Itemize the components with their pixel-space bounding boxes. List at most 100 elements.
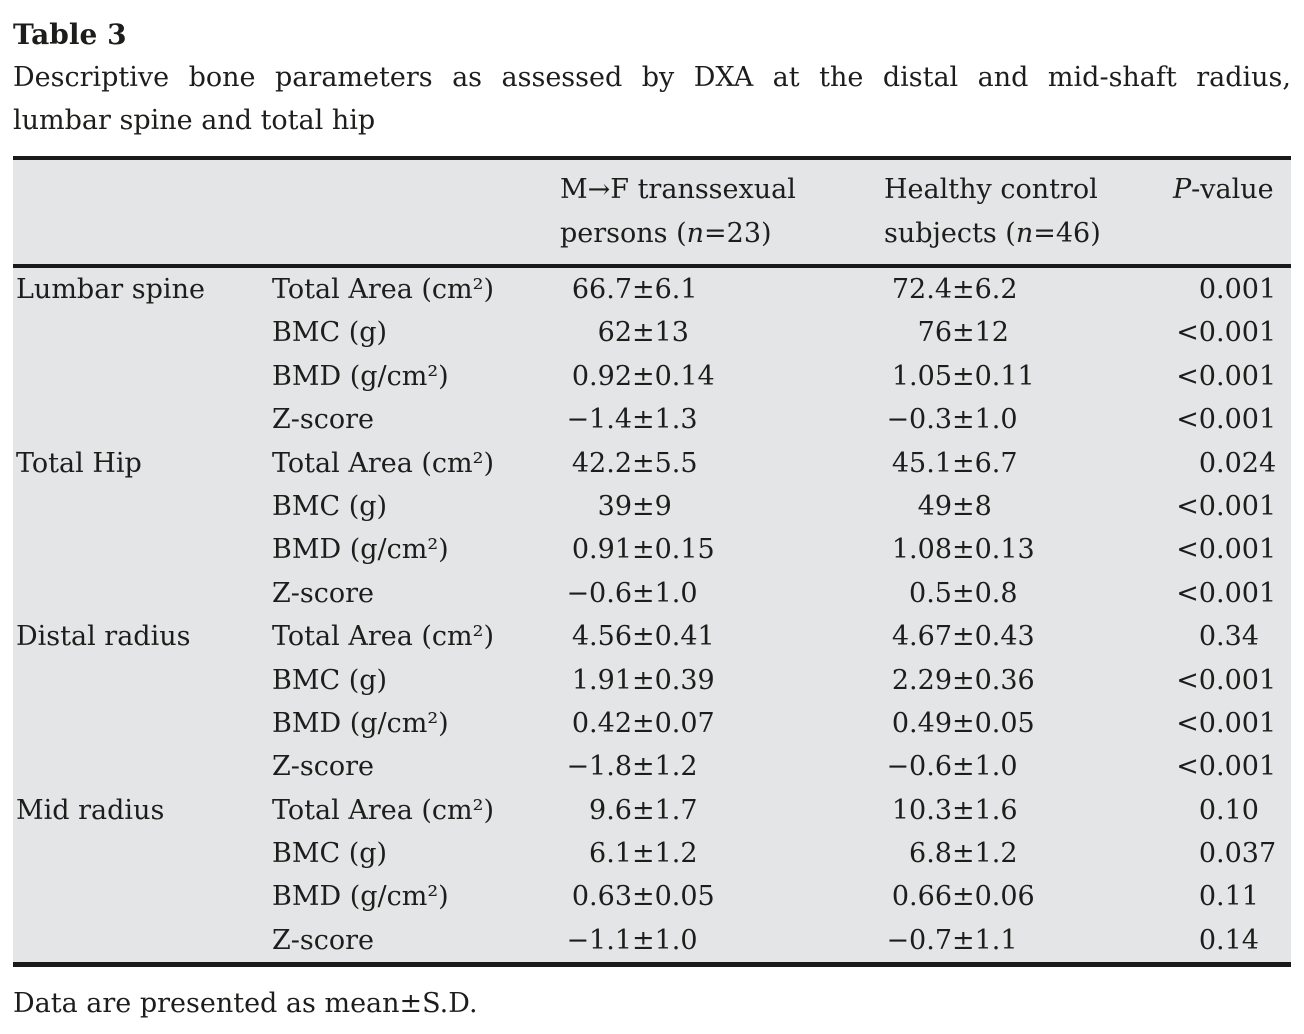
p-value-cell: 0.34: [1166, 615, 1291, 658]
p-rest: -value: [1191, 174, 1274, 205]
p-value-frac: .024: [1216, 447, 1277, 479]
mtf-sd-value: ±5.5: [632, 447, 698, 479]
p-value-cell: <0.001: [1166, 311, 1291, 354]
control-sd-value: ±6.7: [952, 447, 1018, 479]
p-value-int: 0: [1198, 274, 1216, 305]
p-value-int: 0: [1198, 838, 1216, 870]
row-group-label: [13, 832, 259, 875]
mtf-mean-value: −1.8: [566, 751, 632, 783]
table-row: Distal radius Total Area (cm²) 4.56 ±0.41…: [13, 615, 1291, 658]
control-sd-value: ±0.05: [952, 707, 1035, 739]
mtf-value-cell: −1.4 ±1.3: [547, 398, 871, 441]
table-row: Z-score −0.6 ±1.0 0.5 ±0.8 <0.001: [13, 572, 1291, 615]
control-header-line2-post: =46): [1033, 218, 1101, 249]
mtf-header-line2: persons (n=23): [560, 212, 871, 256]
p-value-frac: .001: [1216, 317, 1277, 349]
control-mean-value: 0.49: [891, 707, 952, 739]
p-italic: P: [1173, 174, 1192, 205]
mtf-column-header: M→F transsexual persons (n=23): [547, 168, 871, 256]
p-value-frac: .001: [1216, 404, 1277, 436]
p-value-int: <0: [1176, 360, 1216, 392]
control-value-cell: 2.29 ±0.36: [871, 659, 1166, 702]
mtf-mean-value: 6.1: [589, 838, 632, 870]
row-parameter-label: Z-score: [272, 404, 375, 436]
p-value-frac: .14: [1216, 924, 1259, 956]
control-sd-value: ±0.43: [952, 621, 1035, 653]
control-mean-value: 0.5: [909, 577, 952, 609]
control-header-line1: Healthy control: [884, 174, 1098, 205]
mtf-sd-value: ±0.41: [632, 621, 715, 653]
mtf-sd-value: ±1.0: [632, 924, 698, 956]
row-group-label: Mid radius: [16, 794, 165, 826]
control-value-cell: 1.05 ±0.11: [871, 355, 1166, 398]
row-parameter-label: Z-score: [272, 924, 375, 956]
row-group-label: Total Hip: [16, 447, 142, 479]
control-value-cell: 72.4 ±6.2: [871, 268, 1166, 311]
data-table: M→F transsexual persons (n=23) Healthy c…: [13, 156, 1291, 968]
table-row: BMD (g/cm²) 0.91 ±0.15 1.08 ±0.13 <0.001: [13, 528, 1291, 571]
control-sd-value: ±1.2: [952, 838, 1018, 870]
p-value-cell: 0.037: [1166, 832, 1291, 875]
control-mean-value: 1.08: [891, 534, 952, 566]
table-header-row: M→F transsexual persons (n=23) Healthy c…: [13, 160, 1291, 268]
table-row: Mid radius Total Area (cm²) 9.6 ±1.7 10.3…: [13, 789, 1291, 832]
p-value-int: <0: [1176, 577, 1216, 609]
row-parameter-label: Total Area (cm²): [272, 794, 495, 826]
mtf-sd-value: ±1.2: [632, 751, 698, 783]
p-value-frac: .001: [1216, 274, 1277, 305]
row-group-label: [13, 702, 259, 745]
mtf-sd-value: ±13: [632, 317, 689, 349]
row-group-label: [13, 398, 259, 441]
mtf-value-cell: 4.56 ±0.41: [547, 615, 871, 658]
p-value-int: <0: [1176, 751, 1216, 783]
p-value-frac: .001: [1216, 664, 1277, 696]
mtf-sd-value: ±1.0: [632, 577, 698, 609]
mtf-mean-value: 66.7: [571, 274, 632, 305]
mtf-value-cell: 0.91 ±0.15: [547, 528, 871, 571]
p-value-frac: .34: [1216, 621, 1259, 653]
control-value-cell: 0.49 ±0.05: [871, 702, 1166, 745]
row-parameter-label: BMC (g): [272, 490, 388, 522]
p-value-cell: 0.11: [1166, 875, 1291, 918]
control-value-cell: 4.67 ±0.43: [871, 615, 1166, 658]
p-value-int: <0: [1176, 534, 1216, 566]
control-value-cell: 1.08 ±0.13: [871, 528, 1166, 571]
control-sd-value: ±0.13: [952, 534, 1035, 566]
p-value-cell: <0.001: [1166, 702, 1291, 745]
p-value-int: <0: [1176, 317, 1216, 349]
row-parameter-label: Total Area (cm²): [272, 447, 495, 479]
control-mean-value: 2.29: [891, 664, 952, 696]
control-mean-value: 1.05: [891, 360, 952, 392]
control-mean-value: −0.6: [886, 751, 952, 783]
row-group-label: [13, 485, 259, 528]
p-value-int: <0: [1176, 490, 1216, 522]
row-group-label: [13, 875, 259, 918]
control-sd-value: ±1.0: [952, 751, 1018, 783]
control-value-cell: 10.3 ±1.6: [871, 789, 1166, 832]
p-value-cell: <0.001: [1166, 745, 1291, 788]
table-row: BMD (g/cm²) 0.42 ±0.07 0.49 ±0.05 <0.001: [13, 702, 1291, 745]
p-value-frac: .001: [1216, 534, 1277, 566]
p-value-cell: <0.001: [1166, 398, 1291, 441]
table-body: Lumbar spine Total Area (cm²) 66.7 ±6.1 7…: [13, 268, 1291, 962]
n-variable: n: [686, 218, 705, 249]
control-sd-value: ±1.6: [952, 794, 1018, 826]
control-value-cell: −0.6 ±1.0: [871, 745, 1166, 788]
mtf-mean-value: 9.6: [589, 794, 632, 826]
mtf-value-cell: 62 ±13: [547, 311, 871, 354]
mtf-sd-value: ±1.7: [632, 794, 698, 826]
mtf-sd-value: ±0.15: [632, 534, 715, 566]
p-value-cell: <0.001: [1166, 659, 1291, 702]
p-value-header-text: P-value: [1173, 168, 1291, 212]
p-value-cell: <0.001: [1166, 485, 1291, 528]
p-value-frac: .001: [1216, 577, 1277, 609]
mtf-sd-value: ±6.1: [632, 274, 698, 305]
p-value-cell: 0.14: [1166, 919, 1291, 962]
mtf-value-cell: 9.6 ±1.7: [547, 789, 871, 832]
mtf-mean-value: 0.42: [571, 707, 632, 739]
mtf-header-line2-pre: persons (: [560, 218, 687, 249]
row-parameter-label: Total Area (cm²): [272, 621, 495, 653]
mtf-mean-value: 0.91: [571, 534, 632, 566]
control-mean-value: 4.67: [891, 621, 952, 653]
